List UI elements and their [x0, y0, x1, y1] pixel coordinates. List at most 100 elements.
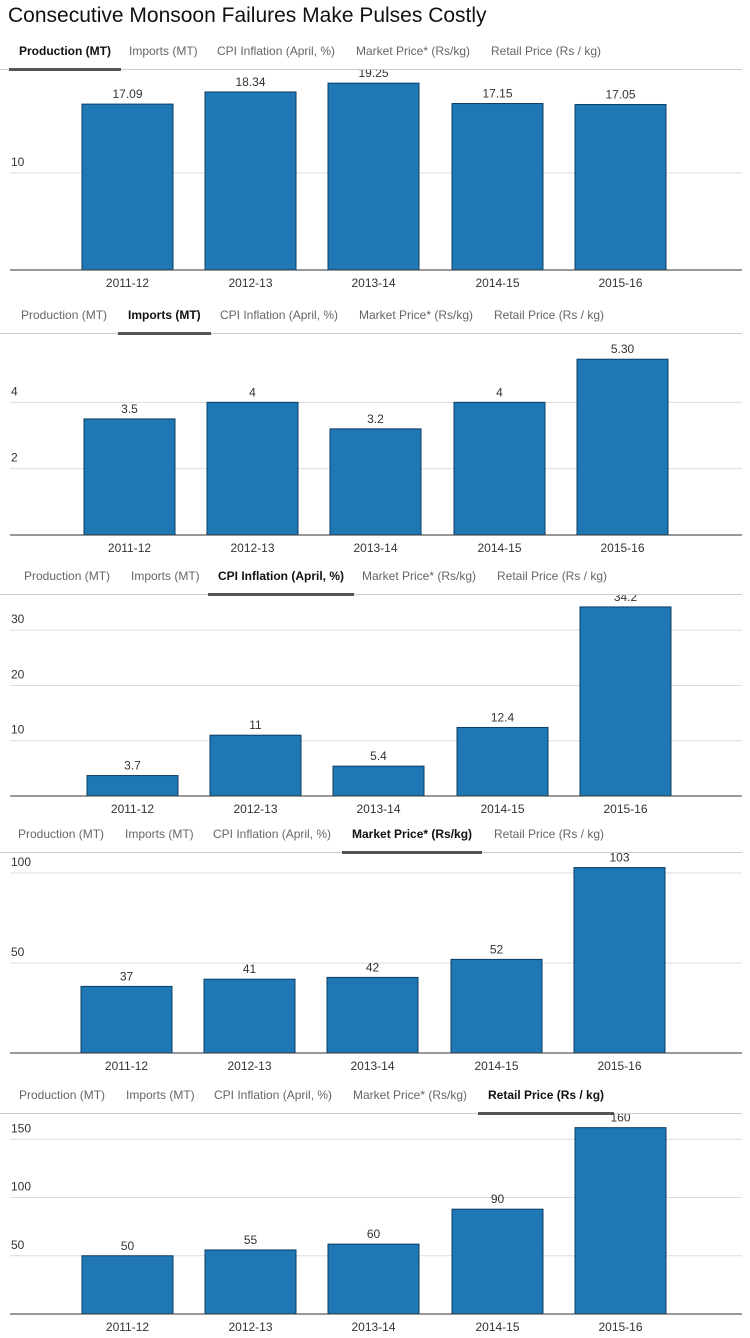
y-tick-label: 150 [11, 1121, 31, 1135]
data-label: 37 [120, 969, 134, 983]
data-label: 5.4 [370, 749, 387, 763]
data-label: 34.2 [614, 595, 638, 604]
x-tick-label: 2015-16 [597, 1059, 641, 1073]
tab-3[interactable]: CPI Inflation (April, %) [220, 304, 338, 333]
bar-2015-16[interactable] [574, 1127, 667, 1315]
tab-label: Market Price* (Rs/kg) [356, 44, 471, 58]
x-tick-label: 2013-14 [351, 276, 395, 290]
tab-bar: Production (MT) Imports (MT) CPI Inflation… [0, 823, 742, 854]
x-tick-label: 2012-13 [228, 1320, 272, 1334]
bar-2014-15[interactable] [456, 726, 549, 797]
tab-1[interactable]: Production (MT) [18, 823, 104, 852]
bar-chart: 50 100 37 2011-12 41 2012-13 42 2013-14 52 2014-1… [10, 853, 742, 1073]
tab-label: Production (MT) [19, 1088, 106, 1102]
bar-2014-15[interactable] [450, 958, 543, 1054]
data-label: 60 [367, 1227, 381, 1241]
bar-2015-16[interactable] [576, 358, 669, 536]
bar-chart: 2 4 3.5 2011-12 4 2012-13 3.2 2013-14 4 2014-15 5.… [10, 342, 742, 555]
y-tick-label: 100 [11, 855, 31, 869]
bar-2012-13[interactable] [209, 734, 302, 797]
tab-3[interactable]: CPI Inflation (April, %) [208, 565, 354, 596]
bar-2013-14[interactable] [327, 1243, 420, 1315]
tab-4[interactable]: Market Price* (Rs/kg) [362, 565, 476, 594]
tab-4[interactable]: Market Price* (Rs/kg) [359, 304, 473, 333]
tab-2[interactable]: Imports (MT) [126, 1084, 195, 1113]
bar-2012-13[interactable] [203, 978, 296, 1054]
tab-1[interactable]: Production (MT) [24, 565, 110, 594]
x-tick-label: 2014-15 [475, 276, 519, 290]
bar-2011-12[interactable] [86, 775, 179, 797]
tab-label: Imports (MT) [128, 308, 201, 322]
tab-1[interactable]: Production (MT) [19, 1084, 105, 1113]
bar-2015-16[interactable] [579, 606, 672, 797]
tab-3[interactable]: CPI Inflation (April, %) [217, 40, 335, 69]
data-label: 11 [249, 718, 262, 732]
y-tick-label: 50 [11, 945, 25, 959]
x-tick-label: 2014-15 [474, 1059, 518, 1073]
bar-2011-12[interactable] [81, 103, 174, 271]
chart-panel-5: Production (MT) Imports (MT) CPI Inflation… [0, 1084, 750, 1338]
x-tick-label: 2013-14 [350, 1059, 394, 1073]
tab-4[interactable]: Market Price* (Rs/kg) [356, 40, 470, 69]
tab-2[interactable]: Imports (MT) [125, 823, 194, 852]
bar-2013-14[interactable] [326, 976, 419, 1054]
bar-2015-16[interactable] [574, 103, 667, 271]
tab-active-indicator [208, 593, 354, 596]
tab-5[interactable]: Retail Price (Rs / kg) [494, 823, 604, 852]
bar-2014-15[interactable] [451, 103, 544, 271]
data-label: 17.05 [605, 87, 635, 101]
bar-2011-12[interactable] [80, 985, 173, 1054]
bar-2014-15[interactable] [451, 1208, 544, 1315]
tab-2[interactable]: Imports (MT) [129, 40, 198, 69]
tab-active-indicator [118, 332, 211, 335]
tab-3[interactable]: CPI Inflation (April, %) [213, 823, 331, 852]
chart-panel-2: Production (MT) Imports (MT) CPI Inflation… [0, 304, 750, 559]
tab-bar: Production (MT) Imports (MT) CPI Inflation… [0, 304, 742, 335]
data-label: 103 [609, 853, 629, 865]
bar-2013-14[interactable] [329, 428, 422, 536]
x-tick-label: 2015-16 [603, 802, 647, 816]
bar-2011-12[interactable] [81, 1255, 174, 1315]
tab-label: CPI Inflation (April, %) [217, 44, 336, 58]
data-label: 160 [610, 1114, 630, 1125]
y-tick-label: 10 [11, 723, 25, 737]
tab-bar: Production (MT) Imports (MT) CPI Inflation… [0, 1084, 742, 1115]
bar-2011-12[interactable] [83, 418, 176, 536]
tab-active-indicator [478, 1112, 615, 1115]
tab-label: Retail Price (Rs / kg) [497, 569, 608, 583]
tab-4[interactable]: Market Price* (Rs/kg) [353, 1084, 467, 1113]
bar-2012-13[interactable] [204, 91, 297, 271]
tab-label: Retail Price (Rs / kg) [488, 1088, 605, 1102]
x-tick-label: 2012-13 [227, 1059, 271, 1073]
tab-5[interactable]: Retail Price (Rs / kg) [491, 40, 601, 69]
bar-2013-14[interactable] [332, 765, 425, 797]
tab-5[interactable]: Retail Price (Rs / kg) [478, 1084, 615, 1115]
y-tick-label: 50 [11, 1238, 25, 1252]
tab-bar: Production (MT) Imports (MT) CPI Inflation… [0, 40, 742, 71]
bar-2015-16[interactable] [573, 867, 666, 1054]
tab-1[interactable]: Production (MT) [21, 304, 107, 333]
tab-label: Imports (MT) [126, 1088, 195, 1102]
tab-label: Retail Price (Rs / kg) [494, 827, 605, 841]
x-tick-label: 2014-15 [480, 802, 524, 816]
y-tick-label: 30 [11, 612, 25, 626]
bar-chart: 10 20 30 3.7 2011-12 11 2012-13 5.4 2013-14 12.4 2… [10, 595, 742, 816]
x-tick-label: 2011-12 [106, 1320, 149, 1334]
tab-1[interactable]: Production (MT) [9, 40, 121, 71]
bar-2012-13[interactable] [204, 1249, 297, 1315]
tab-5[interactable]: Retail Price (Rs / kg) [497, 565, 607, 594]
tab-label: Retail Price (Rs / kg) [491, 44, 602, 58]
tab-2[interactable]: Imports (MT) [131, 565, 200, 594]
x-tick-label: 2012-13 [233, 802, 277, 816]
tab-3[interactable]: CPI Inflation (April, %) [214, 1084, 332, 1113]
bar-2014-15[interactable] [453, 401, 546, 536]
bar-2012-13[interactable] [206, 401, 299, 536]
data-label: 19.25 [358, 70, 388, 80]
x-tick-label: 2014-15 [477, 541, 521, 555]
page-title: Consecutive Monsoon Failures Make Pulses… [8, 4, 487, 27]
tab-5[interactable]: Retail Price (Rs / kg) [494, 304, 604, 333]
tab-4[interactable]: Market Price* (Rs/kg) [342, 823, 483, 854]
tab-2[interactable]: Imports (MT) [118, 304, 211, 335]
bar-2013-14[interactable] [327, 82, 420, 271]
tab-label: Production (MT) [21, 308, 108, 322]
